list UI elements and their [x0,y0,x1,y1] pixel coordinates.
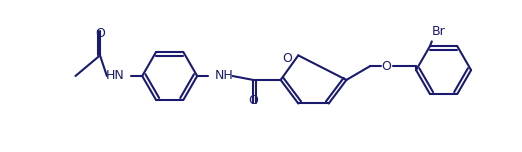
Text: NH: NH [215,69,234,83]
Text: O: O [382,60,392,73]
Text: HN: HN [106,69,125,83]
Text: Br: Br [432,25,446,38]
Text: O: O [95,27,105,40]
Text: O: O [248,94,258,107]
Text: O: O [282,52,292,66]
